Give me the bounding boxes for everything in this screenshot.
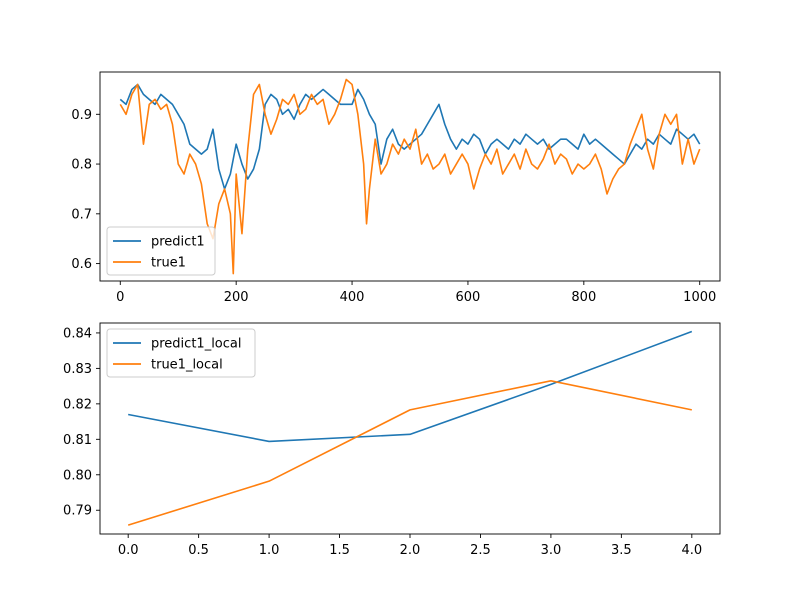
- y-tick-label: 0.84: [63, 326, 92, 341]
- legend-label: true1_local: [151, 358, 223, 373]
- series-line-predict1_local: [128, 330, 693, 443]
- top-chart: 0 200 400 600 800 1000 0.6 0.7 0.8 0.9 predict1 tru…: [71, 71, 721, 305]
- bottom-chart: 0.0 0.5 1.0 1.5 2.0 2.5 3.0 3.5 4.0 0.79 0.80 0.81 0…: [63, 322, 721, 558]
- x-tick-label: 400: [340, 290, 365, 305]
- y-tick-label: 0.8: [71, 158, 92, 173]
- x-tick-label: 0: [116, 290, 124, 305]
- legend-label: true1: [151, 256, 186, 271]
- y-tick-label: 0.79: [63, 504, 92, 519]
- x-tick-label: 0.5: [188, 543, 209, 558]
- x-tick-label: 1000: [683, 290, 716, 305]
- legend-box: [106, 226, 216, 276]
- y-tick-label: 0.82: [63, 397, 92, 412]
- plot-frame: [99, 71, 721, 282]
- series-line-predict1: [119, 83, 701, 190]
- legend: predict1 true1: [106, 226, 216, 276]
- x-tick-label: 2.5: [470, 543, 491, 558]
- x-tick-label: 3.5: [611, 543, 632, 558]
- x-tick-label: 1.0: [259, 543, 280, 558]
- legend-label: predict1: [151, 235, 205, 250]
- legend-label: predict1_local: [151, 337, 241, 352]
- y-tick-label: 0.6: [71, 257, 92, 272]
- x-tick-label: 600: [456, 290, 481, 305]
- y-tick-label: 0.7: [71, 207, 92, 222]
- legend-box: [106, 328, 256, 378]
- x-tick-label: 200: [224, 290, 249, 305]
- x-tick-label: 1.5: [329, 543, 350, 558]
- legend: predict1_local true1_local: [106, 328, 256, 378]
- y-tick-label: 0.80: [63, 468, 92, 483]
- y-tick-label: 0.81: [63, 433, 92, 448]
- x-tick-label: 0.0: [118, 543, 139, 558]
- series-line-true1: [119, 78, 701, 275]
- y-tick-label: 0.83: [63, 362, 92, 377]
- x-tick-label: 4.0: [681, 543, 702, 558]
- x-tick-label: 2.0: [400, 543, 421, 558]
- x-tick-label: 800: [571, 290, 596, 305]
- x-tick-label: 3.0: [541, 543, 562, 558]
- y-tick-label: 0.9: [71, 108, 92, 123]
- series-line-true1_local: [127, 379, 692, 526]
